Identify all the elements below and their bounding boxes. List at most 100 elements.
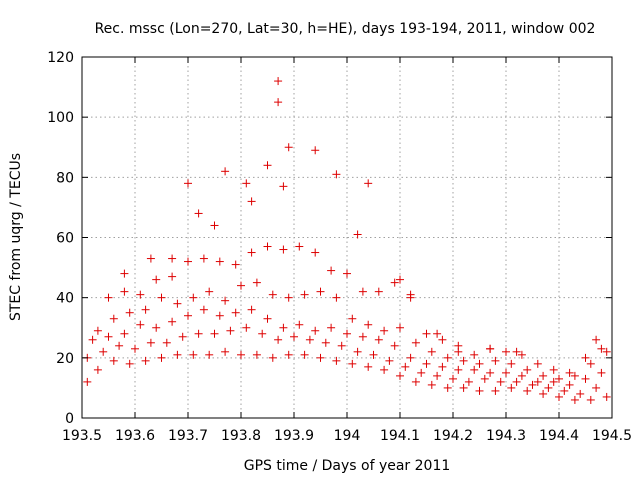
data-point [480, 374, 489, 383]
data-point [231, 260, 240, 269]
data-point [311, 146, 320, 155]
x-tick-label: 193.8 [221, 428, 261, 444]
data-point [279, 323, 288, 332]
data-point [162, 338, 171, 347]
data-point [464, 377, 473, 386]
data-point [592, 383, 601, 392]
data-point [136, 320, 145, 329]
data-point [221, 296, 230, 305]
data-point [364, 320, 373, 329]
data-point [570, 371, 579, 380]
data-point [247, 305, 256, 314]
data-point [411, 338, 420, 347]
data-point [358, 332, 367, 341]
data-point [93, 326, 102, 335]
data-point [263, 242, 272, 251]
data-point [168, 272, 177, 281]
chart-title: Rec. mssc (Lon=270, Lat=30, h=HE), days … [95, 21, 596, 37]
data-point [168, 254, 177, 263]
data-point [125, 359, 134, 368]
data-point [597, 344, 606, 353]
data-point [290, 332, 298, 341]
data-point [247, 248, 256, 257]
data-point [459, 383, 468, 392]
data-point [252, 278, 261, 287]
data-point [422, 359, 431, 368]
data-point [115, 341, 124, 350]
data-point [454, 365, 463, 374]
data-point [125, 308, 134, 317]
data-point [120, 269, 129, 278]
data-point [157, 353, 166, 362]
data-point [602, 347, 611, 356]
data-point [380, 326, 389, 335]
data-point [348, 359, 357, 368]
data-point [237, 281, 245, 290]
data-point [332, 356, 341, 365]
data-point [528, 380, 537, 389]
data-point [433, 329, 442, 338]
data-point [184, 311, 192, 320]
data-point [592, 335, 601, 344]
data-point [146, 254, 155, 263]
data-point [99, 347, 108, 356]
data-point [316, 287, 325, 296]
data-point [401, 362, 410, 371]
data-point [438, 335, 447, 344]
axis-ticks: 193.5 193.6 193.7 193.8 193.9 194 194.1 194.2 19… [47, 50, 632, 444]
data-point [104, 332, 113, 341]
data-point [422, 329, 431, 338]
data-point [374, 287, 383, 296]
data-point [555, 374, 563, 383]
x-tick-label: 194 [334, 428, 361, 444]
data-point [502, 368, 510, 377]
data-point [602, 392, 611, 401]
data-point [343, 269, 351, 278]
data-point [549, 377, 558, 386]
data-point [305, 335, 314, 344]
data-point [141, 356, 150, 365]
data-point [337, 341, 346, 350]
data-point [332, 293, 341, 302]
data-point [364, 362, 373, 371]
data-point [184, 257, 192, 266]
data-point [486, 344, 495, 353]
data-point [364, 179, 373, 188]
data-point [136, 290, 145, 299]
data-point [581, 353, 590, 362]
data-point [199, 254, 208, 263]
data-point [586, 359, 595, 368]
data-point [263, 314, 272, 323]
data-point [242, 323, 251, 332]
data-point [443, 353, 452, 362]
data-point [284, 143, 293, 152]
data-point [120, 329, 129, 338]
data-point [284, 293, 293, 302]
data-point [109, 314, 118, 323]
data-point [533, 377, 542, 386]
data-point [189, 293, 198, 302]
data-point [565, 380, 574, 389]
y-tick-label: 0 [65, 411, 74, 427]
data-point [274, 98, 283, 107]
data-point [475, 359, 484, 368]
data-point [512, 377, 521, 386]
data-point [300, 350, 309, 359]
data-point [491, 386, 500, 395]
data-point [242, 179, 251, 188]
data-point [443, 383, 452, 392]
data-point [215, 257, 224, 266]
data-point [311, 248, 320, 257]
data-point [507, 383, 516, 392]
data-point [433, 371, 442, 380]
data-point [539, 371, 548, 380]
data-point [517, 371, 526, 380]
data-point [178, 332, 187, 341]
data-point [390, 341, 399, 350]
data-point [152, 323, 161, 332]
data-point [295, 242, 304, 251]
data-point [109, 356, 118, 365]
data-point [539, 389, 548, 398]
data-point [427, 380, 436, 389]
